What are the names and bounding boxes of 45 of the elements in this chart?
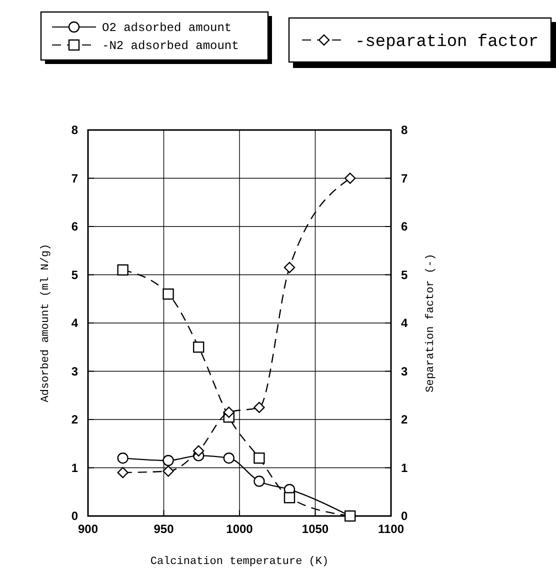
y2-tick-label: 2 xyxy=(401,412,408,426)
point xyxy=(223,406,234,418)
point xyxy=(192,445,204,456)
point xyxy=(254,452,265,464)
point xyxy=(344,172,356,184)
y-tick-label: 2 xyxy=(71,412,78,426)
point xyxy=(344,510,356,522)
y2-tick-label: 8 xyxy=(401,123,408,137)
y2-tick-label: 5 xyxy=(401,268,408,282)
y2-tick-label: 6 xyxy=(401,220,408,234)
y-tick-label: 6 xyxy=(71,220,78,234)
point xyxy=(223,452,234,464)
x-tick-label: 1100 xyxy=(378,522,404,536)
point xyxy=(162,454,174,466)
x-tick-label: 1000 xyxy=(226,522,254,536)
legend-label: -N2 adsorbed amount xyxy=(102,39,239,53)
y-tick-label: 7 xyxy=(71,171,78,186)
y-axis-title: Adsorbed amount (ml N/g) xyxy=(40,244,52,402)
point xyxy=(284,492,296,504)
point xyxy=(117,264,128,276)
y-tick-label: 1 xyxy=(71,460,78,475)
x-axis-title: Calcination temperature (K) xyxy=(150,556,329,568)
point xyxy=(284,262,296,274)
y2-tick-label: 7 xyxy=(401,171,408,186)
point xyxy=(162,288,174,300)
y-tick-label: 5 xyxy=(71,268,78,282)
y2-axis-title: Separation factor (-) xyxy=(425,254,437,392)
x-tick-label: 900 xyxy=(78,522,98,536)
y2-tick-label: 0 xyxy=(401,509,408,523)
y-tick-label: 3 xyxy=(71,364,78,378)
point xyxy=(192,342,204,353)
y2-tick-label: 3 xyxy=(401,364,408,378)
point xyxy=(162,466,174,477)
point xyxy=(117,452,128,464)
y-tick-label: 8 xyxy=(71,123,78,137)
legend-label: -separation factor xyxy=(355,33,539,52)
point xyxy=(254,476,265,487)
legend-label: O2 adsorbed amount xyxy=(102,21,232,35)
point xyxy=(117,466,128,478)
y-tick-label: 0 xyxy=(71,509,78,523)
y-tick-label: 4 xyxy=(71,316,78,330)
x-tick-label: 950 xyxy=(154,522,174,536)
x-tick-label: 1050 xyxy=(302,522,329,536)
y2-tick-label: 4 xyxy=(401,316,408,330)
y2-tick-label: 1 xyxy=(401,460,408,475)
